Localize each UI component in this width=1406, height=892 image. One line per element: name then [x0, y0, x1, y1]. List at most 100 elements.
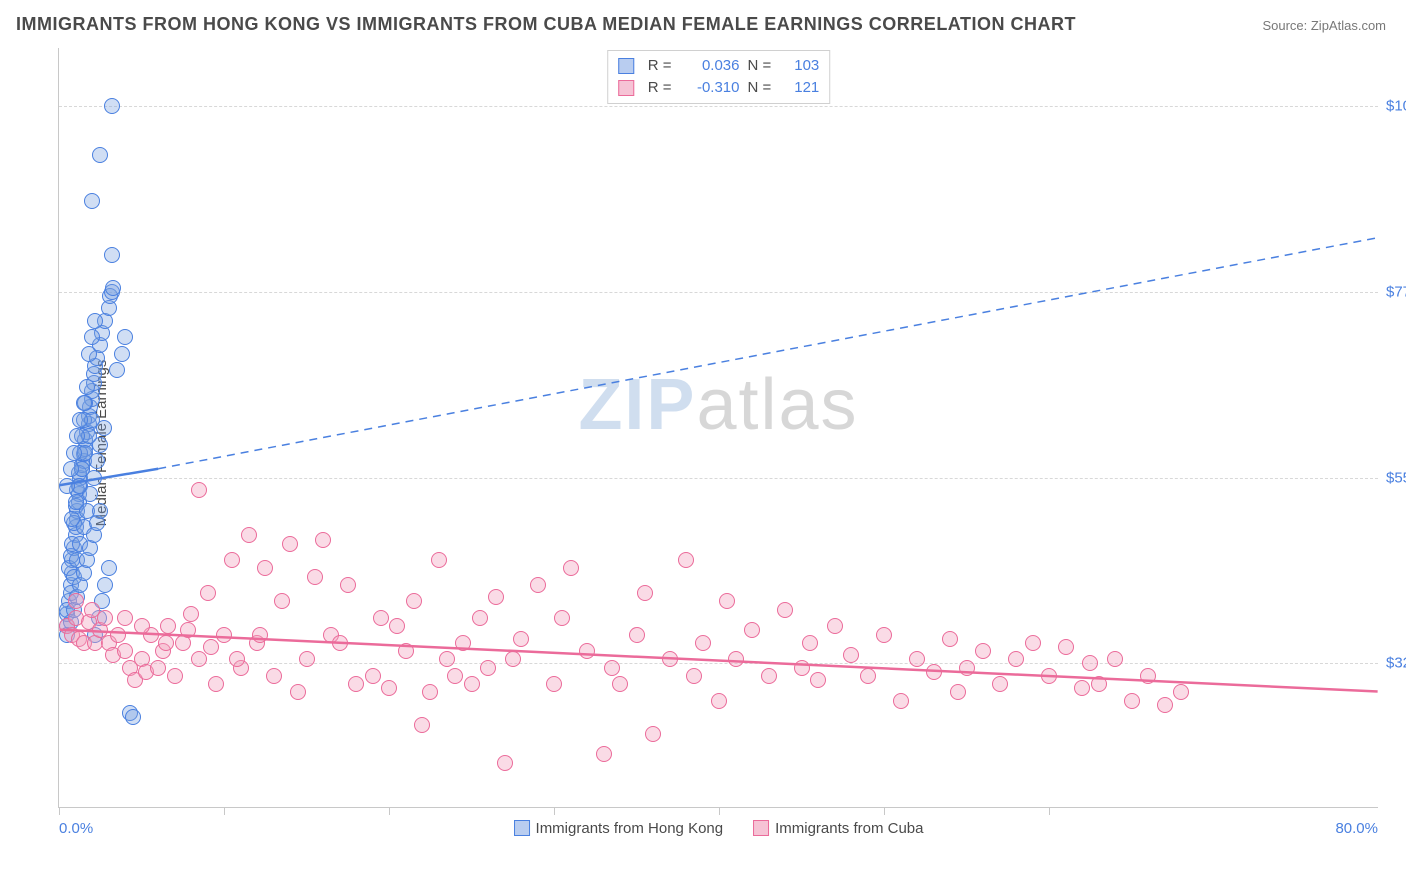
data-point [431, 552, 447, 568]
data-point [612, 676, 628, 692]
data-point [678, 552, 694, 568]
data-point [744, 622, 760, 638]
data-point [926, 664, 942, 680]
data-point [117, 643, 133, 659]
legend-label-cuba: Immigrants from Cuba [775, 820, 923, 837]
data-point [92, 147, 108, 163]
data-point [180, 622, 196, 638]
data-point [959, 660, 975, 676]
data-point [104, 247, 120, 263]
data-point [224, 552, 240, 568]
data-point [117, 610, 133, 626]
data-point [604, 660, 620, 676]
data-point [315, 532, 331, 548]
watermark: ZIPatlas [578, 364, 858, 446]
data-point [1058, 639, 1074, 655]
data-point [711, 693, 727, 709]
plot-area: ZIPatlas R = 0.036 N = 103 R = -0.310 N … [58, 48, 1378, 808]
data-point [290, 684, 306, 700]
n-label: N = [748, 77, 772, 99]
x-tick [884, 807, 885, 815]
legend-label-hk: Immigrants from Hong Kong [536, 820, 724, 837]
data-point [117, 329, 133, 345]
y-tick-label: $100,000 [1386, 97, 1406, 114]
data-point [876, 627, 892, 643]
data-point [183, 606, 199, 622]
data-point [794, 660, 810, 676]
data-point [92, 503, 108, 519]
data-point [1173, 684, 1189, 700]
data-point [455, 635, 471, 651]
source-attribution: Source: ZipAtlas.com [1262, 18, 1386, 33]
data-point [63, 461, 79, 477]
swatch-icon [618, 58, 634, 74]
data-point [1091, 676, 1107, 692]
data-point [64, 511, 80, 527]
data-point [728, 651, 744, 667]
data-point [348, 676, 364, 692]
data-point [84, 193, 100, 209]
data-point [69, 428, 85, 444]
x-tick [554, 807, 555, 815]
data-point [191, 482, 207, 498]
legend-row-cuba: R = -0.310 N = 121 [618, 77, 820, 99]
swatch-icon [514, 820, 530, 836]
data-point [365, 668, 381, 684]
data-point [257, 560, 273, 576]
data-point [950, 684, 966, 700]
data-point [843, 647, 859, 663]
data-point [105, 280, 121, 296]
n-value-hk: 103 [779, 55, 819, 77]
data-point [1008, 651, 1024, 667]
data-point [447, 668, 463, 684]
data-point [208, 676, 224, 692]
r-label: R = [648, 55, 672, 77]
legend-item-cuba: Immigrants from Cuba [753, 820, 923, 837]
footer-legend: Immigrants from Hong Kong Immigrants fro… [514, 820, 924, 837]
r-label: R = [648, 77, 672, 99]
legend-item-hk: Immigrants from Hong Kong [514, 820, 724, 837]
gridline [59, 663, 1378, 664]
x-tick [1049, 807, 1050, 815]
data-point [97, 610, 113, 626]
data-point [719, 593, 735, 609]
data-point [274, 593, 290, 609]
data-point [860, 668, 876, 684]
watermark-part1: ZIP [578, 365, 696, 445]
data-point [150, 660, 166, 676]
data-point [827, 618, 843, 634]
data-point [266, 668, 282, 684]
watermark-part2: atlas [696, 365, 858, 445]
legend-row-hk: R = 0.036 N = 103 [618, 55, 820, 77]
data-point [59, 478, 75, 494]
x-axis-min-label: 0.0% [59, 820, 93, 837]
data-point [79, 379, 95, 395]
data-point [414, 717, 430, 733]
data-point [299, 651, 315, 667]
data-point [72, 412, 88, 428]
n-value-cuba: 121 [779, 77, 819, 99]
data-point [777, 602, 793, 618]
data-point [695, 635, 711, 651]
data-point [530, 577, 546, 593]
gridline [59, 106, 1378, 107]
data-point [216, 627, 232, 643]
data-point [662, 651, 678, 667]
data-point [110, 627, 126, 643]
data-point [1124, 693, 1140, 709]
data-point [114, 346, 130, 362]
data-point [398, 643, 414, 659]
x-tick [719, 807, 720, 815]
data-point [629, 627, 645, 643]
data-point [167, 668, 183, 684]
data-point [579, 643, 595, 659]
data-point [101, 560, 117, 576]
data-point [472, 610, 488, 626]
correlation-legend: R = 0.036 N = 103 R = -0.310 N = 121 [607, 50, 831, 104]
gridline [59, 478, 1378, 479]
data-point [554, 610, 570, 626]
data-point [87, 313, 103, 329]
data-point [1041, 668, 1057, 684]
data-point [160, 618, 176, 634]
gridline [59, 292, 1378, 293]
